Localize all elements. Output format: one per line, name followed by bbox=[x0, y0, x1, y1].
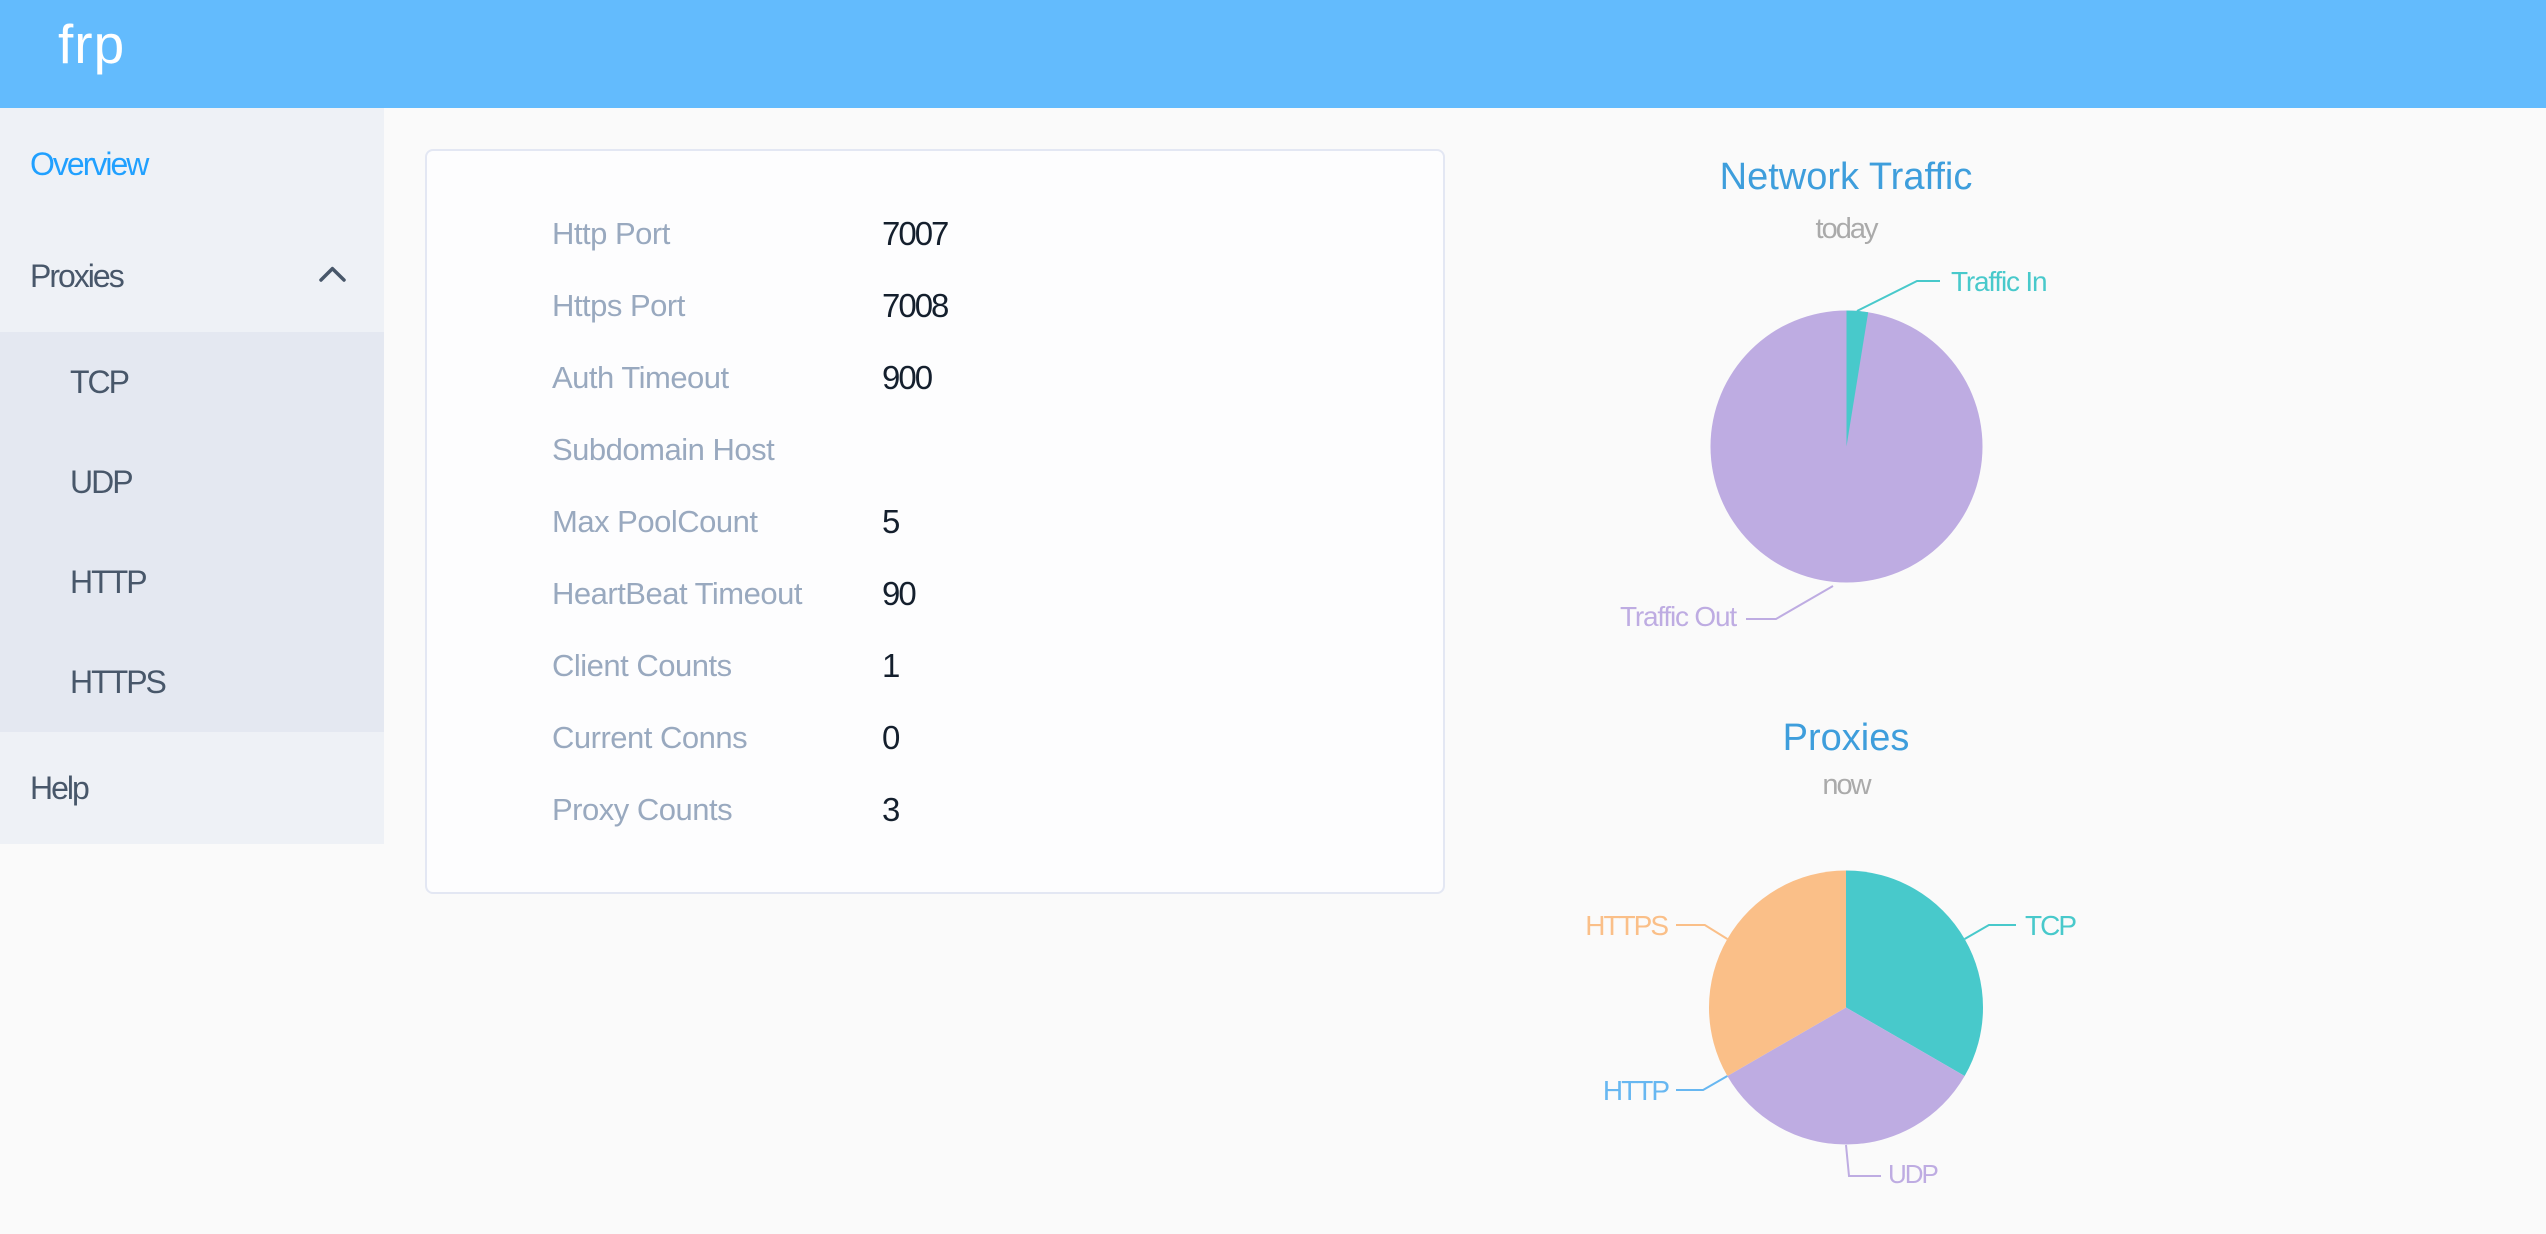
svg-text:Proxies: Proxies bbox=[1783, 717, 1910, 759]
svg-text:HTTP: HTTP bbox=[1603, 1075, 1669, 1106]
svg-text:today: today bbox=[1816, 213, 1879, 245]
svg-text:TCP: TCP bbox=[2025, 910, 2076, 941]
svg-text:Traffic Out: Traffic Out bbox=[1620, 601, 1737, 632]
svg-text:HTTPS: HTTPS bbox=[1585, 910, 1668, 941]
svg-text:UDP: UDP bbox=[1888, 1159, 1938, 1189]
svg-text:Traffic In: Traffic In bbox=[1951, 266, 2046, 297]
svg-text:Network Traffic: Network Traffic bbox=[1720, 156, 1973, 198]
svg-text:now: now bbox=[1822, 769, 1872, 801]
